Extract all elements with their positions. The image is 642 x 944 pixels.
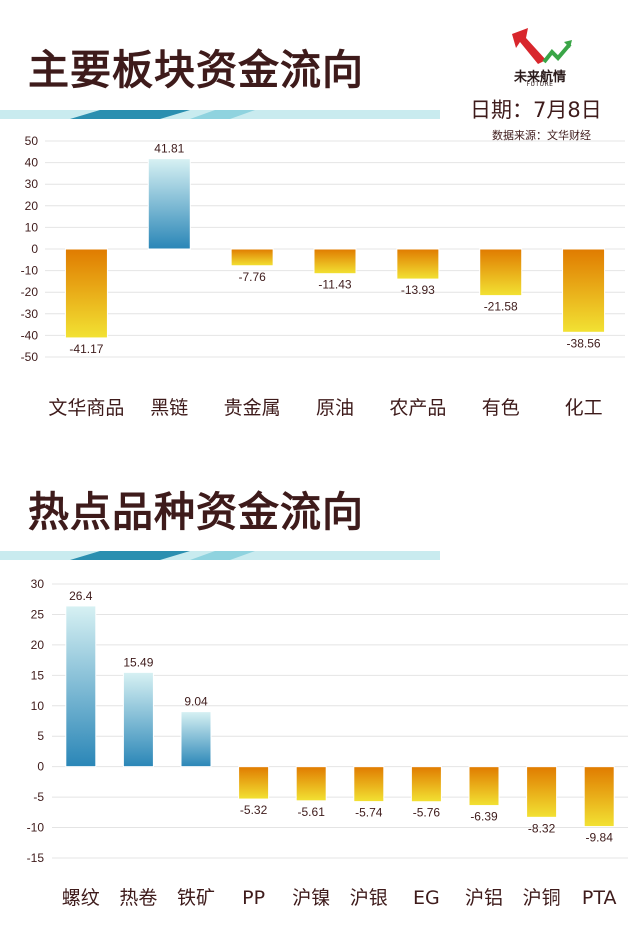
data-label: -6.39: [470, 810, 498, 824]
data-label: -11.43: [318, 278, 351, 292]
y-tick-label: -15: [27, 851, 45, 865]
category-label: 文华商品: [48, 397, 124, 419]
data-label: 26.4: [69, 589, 93, 603]
bar: [396, 248, 440, 280]
y-tick-label: -5: [33, 790, 44, 804]
category-label: 有色: [482, 397, 520, 419]
category-label: 铁矿: [177, 887, 215, 909]
y-tick-label: 10: [31, 699, 45, 713]
y-tick-label: 30: [31, 577, 45, 591]
category-label: 沪银: [350, 887, 388, 909]
page-title-sectors: 主要板块资金流向: [28, 46, 364, 94]
data-label: 9.04: [184, 695, 208, 709]
bar: [180, 711, 212, 768]
bar: [353, 766, 385, 803]
logo-text-en: FUTURE: [526, 81, 554, 88]
y-tick-label: -30: [21, 307, 39, 321]
bar: [230, 248, 274, 267]
y-tick-label: 25: [31, 607, 45, 621]
bar: [526, 766, 558, 818]
data-label: -9.84: [586, 831, 614, 845]
y-tick-label: -50: [21, 350, 39, 364]
y-tick-label: 0: [31, 242, 38, 256]
bar: [562, 248, 606, 333]
y-tick-label: -10: [21, 264, 39, 278]
category-label: 热卷: [119, 887, 157, 909]
y-tick-label: 20: [31, 638, 45, 652]
category-label: 原油: [316, 397, 354, 419]
data-label: -13.93: [401, 283, 435, 297]
bar: [65, 605, 97, 768]
y-tick-label: 20: [25, 199, 39, 213]
y-tick-label: -40: [21, 328, 39, 342]
data-label: -7.76: [238, 270, 266, 284]
category-label: EG: [413, 887, 440, 909]
data-label: -8.32: [528, 821, 556, 835]
page-title-hot-products: 热点品种资金流向: [28, 488, 364, 536]
y-tick-label: 5: [37, 729, 44, 743]
brand-logo: 未来航情 FUTURE: [506, 26, 574, 88]
sector-fund-flow-chart: 50 40 30 20 10 0 -10 -20 -30 -40 -50 -41.17 文华商品 41.8…: [21, 134, 625, 419]
bar: [295, 766, 327, 802]
data-label: -5.61: [298, 805, 326, 819]
date-label: 日期：7月8日: [470, 98, 602, 122]
y-tick-label: 15: [31, 668, 45, 682]
category-label: 化工: [565, 397, 603, 419]
title-underline-stripe: [0, 551, 440, 560]
category-label: 黑链: [150, 397, 188, 419]
category-label: 沪铝: [465, 887, 503, 909]
data-label: 15.49: [123, 655, 153, 669]
y-tick-label: 40: [25, 156, 39, 170]
bar: [238, 766, 270, 800]
bar: [410, 766, 442, 803]
bar: [583, 766, 615, 828]
data-label: 41.81: [154, 142, 184, 156]
category-label: PTA: [582, 887, 617, 909]
data-label: -5.76: [413, 806, 441, 820]
bar: [313, 248, 357, 275]
data-label: -5.74: [355, 806, 383, 820]
bar: [122, 671, 154, 768]
bar: [64, 248, 108, 339]
category-label: 沪铜: [523, 887, 561, 909]
y-tick-label: 30: [25, 177, 39, 191]
data-label: -21.58: [484, 300, 518, 314]
y-tick-label: 50: [25, 134, 39, 148]
bar: [147, 158, 191, 250]
category-label: 沪镍: [292, 887, 330, 909]
y-tick-label: 10: [25, 220, 39, 234]
data-label: -38.56: [567, 336, 601, 350]
arrow-logo-icon: [512, 28, 572, 64]
logo-text-cn: 未来航情: [513, 70, 566, 85]
data-label: -41.17: [69, 342, 103, 356]
data-label: -5.32: [240, 803, 268, 817]
category-label: 螺纹: [62, 887, 100, 909]
category-label: PP: [242, 887, 265, 909]
data-source-label: 数据来源：文华财经: [492, 129, 591, 142]
y-tick-label: -10: [27, 821, 45, 835]
title-underline-stripe: [0, 110, 440, 119]
category-label: 贵金属: [224, 397, 281, 419]
category-label: 农产品: [389, 397, 446, 419]
y-tick-label: -20: [21, 285, 39, 299]
bar: [468, 766, 500, 807]
bar: [479, 248, 523, 297]
y-tick-label: 0: [37, 760, 44, 774]
